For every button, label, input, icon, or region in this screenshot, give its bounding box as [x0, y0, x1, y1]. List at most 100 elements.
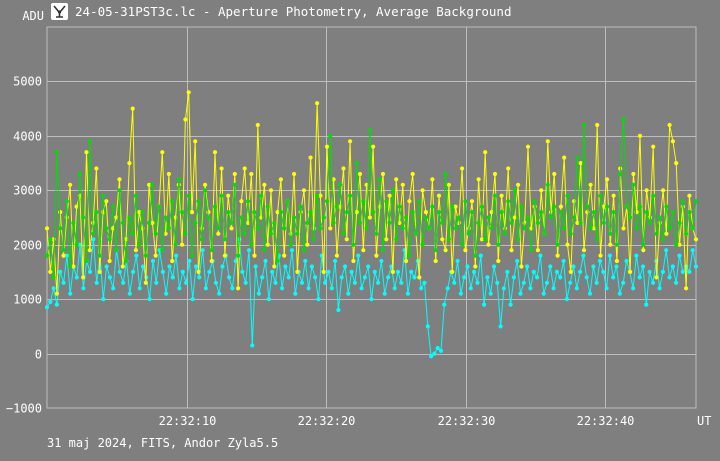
data-point — [462, 275, 467, 280]
data-point — [374, 253, 379, 258]
data-point — [326, 269, 331, 274]
data-point — [687, 269, 692, 274]
x-tick-labels: 22:32:10 22:32:20 22:32:30 22:32:40 — [159, 414, 635, 428]
data-point — [539, 210, 544, 215]
data-point — [236, 253, 241, 258]
data-point — [361, 248, 366, 253]
data-point — [54, 302, 60, 307]
data-point — [336, 307, 341, 313]
data-point — [328, 133, 333, 138]
data-point — [588, 182, 593, 187]
data-point — [677, 242, 682, 247]
data-point — [292, 215, 297, 220]
data-point — [568, 231, 573, 236]
data-point — [367, 215, 372, 220]
data-point — [453, 226, 458, 231]
data-point — [400, 226, 405, 231]
data-point — [203, 188, 208, 193]
y-tick-label: −1000 — [6, 402, 42, 416]
data-point — [259, 193, 264, 198]
data-point — [362, 275, 367, 280]
data-point — [568, 280, 573, 285]
data-point — [509, 248, 514, 253]
data-point — [552, 171, 557, 177]
data-point — [104, 199, 109, 204]
data-point — [193, 139, 198, 144]
data-point — [674, 280, 679, 285]
data-point — [333, 258, 338, 264]
data-point — [499, 193, 504, 198]
data-point — [562, 226, 567, 231]
data-point — [460, 166, 465, 171]
data-point — [502, 231, 507, 236]
data-point — [170, 199, 175, 204]
data-point — [565, 193, 570, 198]
data-point — [664, 231, 669, 236]
data-point — [77, 171, 82, 177]
data-point — [392, 286, 397, 291]
data-point — [114, 215, 119, 220]
data-point — [183, 117, 188, 122]
data-point — [193, 220, 198, 225]
data-point — [361, 199, 366, 204]
data-point — [562, 155, 567, 160]
data-point — [466, 231, 471, 236]
data-point — [220, 264, 225, 269]
x-tick-label: 22:32:10 — [159, 414, 217, 428]
data-point — [445, 286, 450, 291]
data-point — [446, 182, 451, 187]
data-point — [196, 269, 201, 274]
data-point — [265, 204, 270, 209]
data-point — [104, 264, 109, 269]
data-point — [440, 220, 445, 225]
data-point — [295, 269, 300, 274]
data-point — [436, 210, 442, 215]
data-point — [561, 258, 566, 264]
telescope-app-icon[interactable] — [51, 3, 68, 20]
data-point — [647, 269, 652, 274]
data-point — [58, 269, 63, 274]
data-point — [308, 155, 313, 160]
data-point — [100, 193, 106, 198]
data-point — [390, 269, 395, 274]
data-point — [117, 269, 122, 274]
data-point — [266, 297, 271, 302]
series-line — [46, 119, 697, 278]
data-point — [399, 280, 404, 285]
data-point — [239, 215, 244, 220]
data-point — [498, 324, 503, 329]
data-point — [348, 139, 353, 144]
data-point — [581, 253, 586, 258]
data-point — [525, 215, 531, 220]
data-point — [465, 264, 470, 269]
data-point — [605, 177, 610, 182]
data-point — [275, 258, 280, 264]
data-point — [535, 275, 540, 280]
data-point — [380, 248, 386, 253]
data-point — [369, 297, 374, 302]
data-point — [299, 280, 305, 285]
data-point — [227, 275, 232, 280]
data-point — [614, 258, 620, 264]
data-point — [81, 275, 86, 280]
data-point — [331, 177, 336, 182]
data-point — [166, 226, 171, 231]
data-point — [535, 248, 541, 253]
data-point — [395, 269, 401, 274]
data-point — [245, 220, 251, 225]
data-point — [664, 248, 669, 253]
data-point — [338, 182, 343, 187]
data-point — [433, 248, 438, 253]
data-point — [357, 171, 363, 177]
data-point — [539, 188, 544, 193]
data-point — [97, 269, 102, 274]
data-point — [684, 286, 689, 291]
data-point — [538, 253, 543, 258]
data-point — [519, 264, 524, 269]
data-point — [554, 269, 560, 274]
data-point — [242, 166, 247, 171]
data-point — [473, 264, 478, 269]
data-point — [357, 220, 363, 225]
data-point — [617, 291, 622, 296]
data-point — [628, 269, 633, 274]
